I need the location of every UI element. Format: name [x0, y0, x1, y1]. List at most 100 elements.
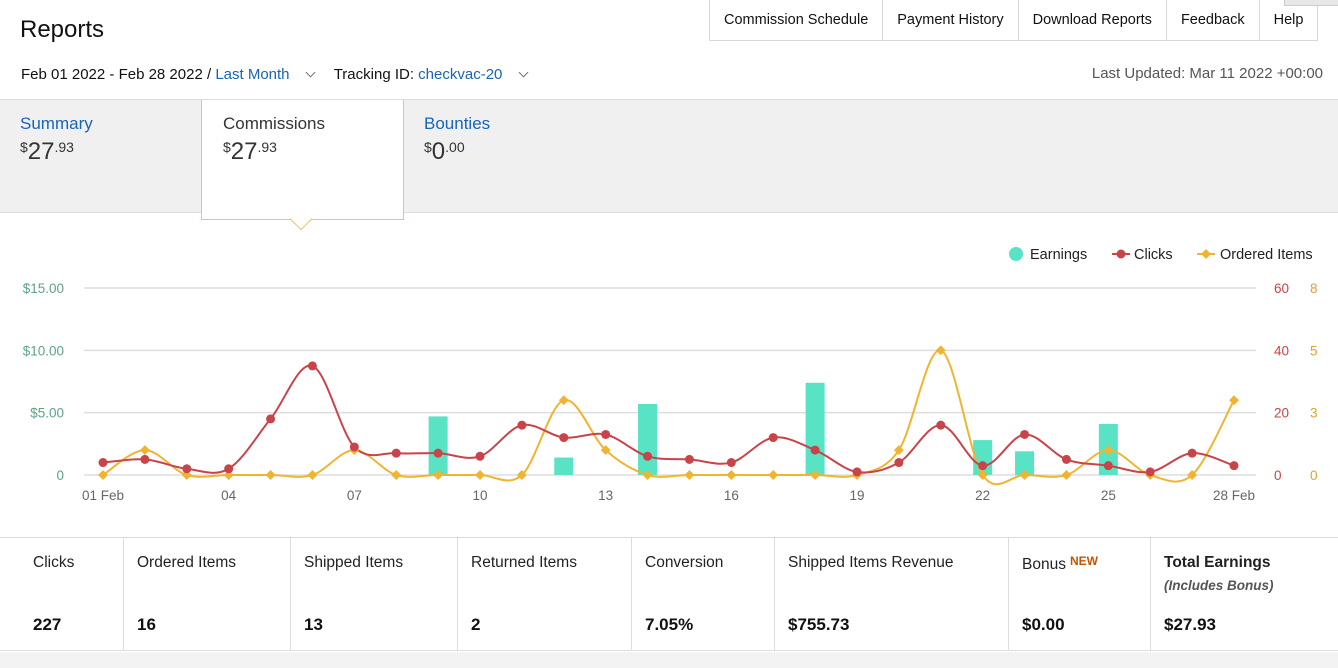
- clicks-point: [1061, 454, 1071, 464]
- stat-clicks: Clicks 227: [0, 538, 123, 650]
- right-axis-ordered-tick: 8: [1310, 281, 1318, 296]
- ordered-items-point: [977, 470, 988, 480]
- stat-label: Conversion: [645, 554, 724, 571]
- tab-bounties-amount: $0.00: [424, 138, 490, 166]
- clicks-point: [601, 429, 611, 439]
- amount-whole: 27: [27, 138, 55, 165]
- tab-bounties-label[interactable]: Bounties: [424, 114, 491, 133]
- clicks-point: [307, 361, 317, 371]
- stat-sublabel: (Includes Bonus): [1164, 578, 1274, 593]
- tracking-id-value[interactable]: checkvac-20: [418, 66, 503, 83]
- clicks-point: [936, 420, 946, 430]
- earnings-bar: [1015, 451, 1035, 475]
- clicks-point: [1229, 461, 1239, 471]
- ordered-items-point: [726, 470, 737, 480]
- report-filters: Feb 01 2022 - Feb 28 2022 / Last Month T…: [21, 66, 529, 83]
- left-axis-tick: 0: [56, 468, 64, 483]
- earnings-tabs: Summary $27.93 Commissions $27.93 Bounti…: [0, 99, 1338, 220]
- new-badge: NEW: [1069, 554, 1098, 568]
- legend-ordered-label: Ordered Items: [1220, 247, 1313, 263]
- x-axis-tick: 22: [975, 488, 990, 503]
- chevron-down-icon[interactable]: [305, 67, 316, 78]
- clicks-point: [978, 461, 988, 471]
- ordered-items-point: [893, 445, 904, 456]
- payment-history-link[interactable]: Payment History: [882, 0, 1017, 40]
- amount-cents: .93: [257, 139, 277, 155]
- ordered-items-point: [1061, 470, 1072, 480]
- ordered-items-point: [1229, 395, 1239, 406]
- tab-commissions-amount: $27.93: [223, 138, 383, 166]
- top-nav: Commission Schedule Payment History Down…: [709, 0, 1319, 41]
- left-axis-tick: $5.00: [30, 406, 64, 421]
- ordered-items-point: [139, 445, 150, 456]
- stats-bar: Clicks 227 Ordered Items 16 Shipped Item…: [0, 537, 1338, 651]
- stat-value: $27.93: [1164, 615, 1216, 634]
- page-title: Reports: [20, 16, 105, 43]
- stat-returned-items: Returned Items 2: [457, 538, 631, 650]
- clicks-point: [1187, 448, 1197, 458]
- ordered-items-point: [558, 395, 569, 406]
- tab-bounties[interactable]: Bounties $0.00: [404, 100, 510, 214]
- stat-label: Shipped Items: [304, 554, 404, 571]
- x-axis-tick: 10: [472, 488, 487, 503]
- clicks-point: [810, 445, 820, 455]
- date-range-picker[interactable]: Feb 01 2022 - Feb 28 2022 / Last Month: [21, 66, 334, 83]
- x-axis-tick: 19: [849, 488, 864, 503]
- clicks-line: [102, 364, 1235, 474]
- ordered-items-point: [810, 470, 821, 480]
- help-link[interactable]: Help: [1258, 0, 1318, 40]
- right-axis-ordered-tick: 3: [1310, 406, 1318, 421]
- legend-earnings-marker: [1009, 247, 1023, 261]
- stat-bonus: Bonus NEW $0.00: [1008, 538, 1150, 650]
- clicks-point: [266, 414, 276, 424]
- stat-value: 2: [471, 615, 481, 634]
- tab-commissions[interactable]: Commissions $27.93: [201, 100, 404, 220]
- x-axis-tick: 04: [221, 488, 237, 503]
- ordered-items-point: [1103, 445, 1114, 456]
- feedback-link[interactable]: Feedback: [1165, 0, 1259, 40]
- amount-cents: .00: [445, 139, 465, 155]
- stat-value: 16: [137, 615, 156, 634]
- clicks-point: [140, 454, 150, 464]
- download-reports-link[interactable]: Download Reports: [1017, 0, 1166, 40]
- legend-ordered-marker: [1201, 249, 1211, 259]
- clicks-point: [1020, 429, 1030, 439]
- earnings-bar: [428, 416, 448, 475]
- earnings-bar: [805, 382, 825, 475]
- ordered-items-point: [600, 445, 611, 456]
- currency-symbol: $: [223, 139, 231, 155]
- left-axis-tick: $10.00: [23, 343, 64, 358]
- ordered-items-point: [1019, 470, 1030, 480]
- tab-summary[interactable]: Summary $27.93: [0, 100, 113, 214]
- ordered-items-point: [391, 470, 402, 480]
- x-axis-tick: 01 Feb: [82, 488, 124, 503]
- x-axis-tick: 07: [347, 488, 362, 503]
- period-link[interactable]: Last Month: [215, 66, 290, 83]
- stat-value: $755.73: [788, 615, 850, 634]
- stat-label: Returned Items: [471, 554, 577, 571]
- clicks-point: [98, 458, 108, 468]
- legend-clicks-marker: [1116, 249, 1126, 259]
- corner-tab: [1284, 0, 1338, 6]
- clicks-point: [894, 458, 904, 468]
- right-axis-clicks-tick: 60: [1274, 281, 1289, 296]
- date-range-text: Feb 01 2022 - Feb 28 2022 /: [21, 66, 212, 83]
- ordered-items-point: [642, 470, 653, 480]
- amount-whole: 27: [230, 138, 258, 165]
- stat-value: 227: [33, 615, 62, 634]
- amount-cents: .93: [54, 139, 74, 155]
- clicks-point: [559, 433, 569, 443]
- chevron-down-icon[interactable]: [518, 67, 529, 78]
- clicks-point: [391, 448, 401, 458]
- stat-label-text: Bonus: [1022, 556, 1066, 573]
- legend-clicks-label: Clicks: [1134, 247, 1173, 263]
- clicks-point: [768, 433, 778, 443]
- tab-summary-label[interactable]: Summary: [20, 114, 93, 133]
- ordered-items-point: [307, 470, 318, 480]
- tab-commissions-label[interactable]: Commissions: [223, 114, 326, 133]
- tracking-id-picker[interactable]: Tracking ID: checkvac-20: [334, 66, 529, 83]
- stat-label: Clicks: [33, 554, 75, 571]
- left-axis-tick: $15.00: [23, 281, 64, 296]
- amount-whole: 0: [431, 138, 446, 165]
- commission-schedule-link[interactable]: Commission Schedule: [724, 12, 869, 28]
